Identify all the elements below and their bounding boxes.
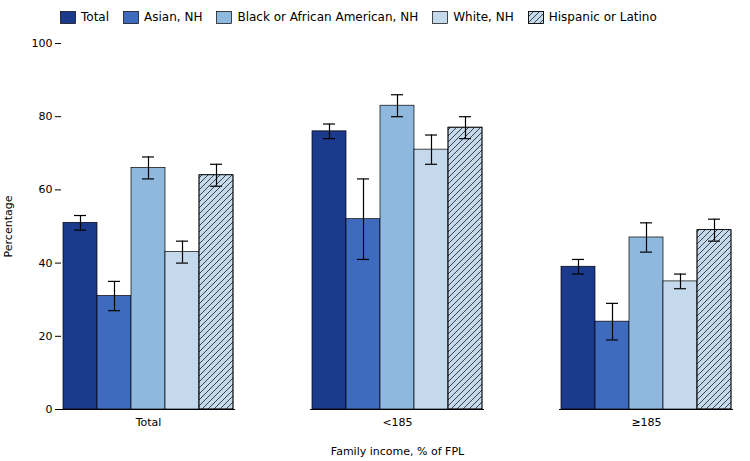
svg-text:60: 60 [39, 183, 53, 196]
svg-text:100: 100 [32, 37, 53, 50]
html-text:Hispanic or Latino: Hispanic or Latino [548, 10, 657, 24]
html-text:Asian, NH: Asian, NH [144, 10, 203, 24]
svg-text:≥185: ≥185 [631, 416, 661, 429]
svg-text:80: 80 [39, 110, 53, 123]
svg-text:20: 20 [39, 330, 53, 343]
html-text:White, NH: White, NH [453, 10, 514, 24]
html-text:Black or African American, NH: Black or African American, NH [237, 10, 419, 24]
svg-text:Family income, % of FPL: Family income, % of FPL [331, 445, 465, 458]
html-text:Total: Total [81, 10, 109, 24]
svg-text:0: 0 [46, 403, 53, 416]
svg-text:Total: Total [135, 416, 162, 429]
svg-text:Percentage: Percentage [2, 195, 15, 257]
svg-text:<185: <185 [382, 416, 412, 429]
svg-text:40: 40 [39, 257, 53, 270]
